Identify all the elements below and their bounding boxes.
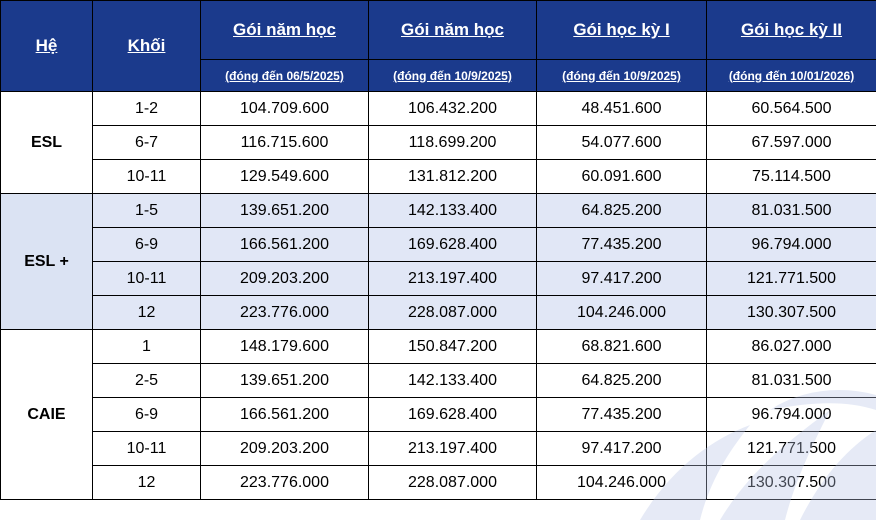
table-row: 10-11 209.203.200 213.197.400 97.417.200 121… [1, 261, 876, 296]
grade-cell: 10-11 [92, 261, 201, 296]
header-col-4-title: Gói học kỳ II [706, 0, 876, 60]
table-row: 6-7 116.715.600 118.699.200 54.077.600 67.59… [1, 125, 876, 160]
grade-cell: 1 [92, 329, 201, 364]
header-col-4-deadline: (đóng đến 10/01/2026) [706, 59, 876, 92]
program-name-esl: ESL [0, 91, 93, 194]
table-row: CAIE 1 148.179.600 150.847.200 68.821.600 86.… [0, 329, 876, 500]
header-col-1-title: Gói năm học [200, 0, 369, 60]
table-row: 6-9 166.561.200 169.628.400 77.435.200 96.79… [1, 397, 876, 432]
fee-cell: 75.114.500 [706, 159, 876, 194]
fee-cell: 48.451.600 [536, 91, 707, 126]
grade-cell: 10-11 [92, 159, 201, 194]
fee-cell: 169.628.400 [368, 227, 537, 262]
fee-cell: 81.031.500 [706, 193, 876, 228]
grade-cell: 2-5 [92, 363, 201, 398]
fee-cell: 129.549.600 [200, 159, 369, 194]
fee-cell: 81.031.500 [706, 363, 876, 398]
table-row: 2-5 139.651.200 142.133.400 64.825.200 81.03… [1, 363, 876, 398]
program-name-esl-plus: ESL + [0, 193, 93, 330]
fee-cell: 96.794.000 [706, 227, 876, 262]
fee-cell: 131.812.200 [368, 159, 537, 194]
fee-cell: 60.091.600 [536, 159, 707, 194]
grade-cell: 10-11 [92, 431, 201, 466]
header-col-3-deadline: (đóng đến 10/9/2025) [536, 59, 707, 92]
fee-cell: 228.087.000 [368, 465, 537, 500]
header-system: Hệ [0, 0, 93, 92]
fee-cell: 118.699.200 [368, 125, 537, 160]
table-row: 12 223.776.000 228.087.000 104.246.000 130.3… [1, 295, 876, 330]
fee-cell: 142.133.400 [368, 193, 537, 228]
grade-cell: 1-5 [92, 193, 201, 228]
fee-cell: 139.651.200 [200, 193, 369, 228]
fee-cell: 228.087.000 [368, 295, 537, 330]
table-row: 10-11 209.203.200 213.197.400 97.417.200 121… [1, 431, 876, 466]
grade-cell: 6-7 [92, 125, 201, 160]
fee-cell: 121.771.500 [706, 431, 876, 466]
fee-cell: 67.597.000 [706, 125, 876, 160]
fee-cell: 64.825.200 [536, 363, 707, 398]
table-row: ESL +1-5 139.651.200 142.133.400 64.825.200… [0, 193, 876, 330]
table-row: ESL 1-2 104.709.600 106.432.200 48.451.600 60… [0, 91, 876, 194]
fee-cell: 96.794.000 [706, 397, 876, 432]
fee-cell: 68.821.600 [536, 329, 707, 364]
fee-cell: 106.432.200 [368, 91, 537, 126]
fee-cell: 60.564.500 [706, 91, 876, 126]
fee-cell: 104.709.600 [200, 91, 369, 126]
table-row: 10-11 129.549.600 131.812.200 60.091.600 75.… [1, 159, 876, 194]
fee-cell: 223.776.000 [200, 295, 369, 330]
table-row: 6-9 166.561.200 169.628.400 77.435.200 96.79… [1, 227, 876, 262]
grade-cell: 12 [92, 295, 201, 330]
fee-cell: 209.203.200 [200, 431, 369, 466]
fee-cell: 150.847.200 [368, 329, 537, 364]
fee-cell: 77.435.200 [536, 227, 707, 262]
grade-cell: 6-9 [92, 227, 201, 262]
grade-cell: 1-2 [92, 91, 201, 126]
fee-cell: 139.651.200 [200, 363, 369, 398]
header-col-2-title: Gói năm học [368, 0, 537, 60]
grade-cell: 12 [92, 465, 201, 500]
fee-cell: 223.776.000 [200, 465, 369, 500]
fee-cell: 121.771.500 [706, 261, 876, 296]
fee-cell: 213.197.400 [368, 261, 537, 296]
fee-cell: 209.203.200 [200, 261, 369, 296]
fee-cell: 54.077.600 [536, 125, 707, 160]
fee-cell: 116.715.600 [200, 125, 369, 160]
table-body: ESL 1-2 104.709.600 106.432.200 48.451.600 60… [0, 91, 876, 500]
fee-cell: 77.435.200 [536, 397, 707, 432]
fee-cell: 64.825.200 [536, 193, 707, 228]
fee-cell: 166.561.200 [200, 227, 369, 262]
fee-cell: 142.133.400 [368, 363, 537, 398]
fee-cell: 169.628.400 [368, 397, 537, 432]
fee-cell: 97.417.200 [536, 261, 707, 296]
fee-cell: 104.246.000 [536, 295, 707, 330]
fee-cell: 97.417.200 [536, 431, 707, 466]
header-col-1-deadline: (đóng đến 06/5/2025) [200, 59, 369, 92]
fee-table: Hệ Khối Gói năm học Gói năm học Gói học … [0, 0, 876, 500]
fee-cell: 86.027.000 [706, 329, 876, 364]
header-grade: Khối [92, 0, 201, 92]
fee-cell: 130.307.500 [706, 465, 876, 500]
fee-cell: 130.307.500 [706, 295, 876, 330]
grade-cell: 6-9 [92, 397, 201, 432]
fee-cell: 148.179.600 [200, 329, 369, 364]
table-row: 12 223.776.000 228.087.000 104.246.000 130.3… [1, 465, 876, 500]
program-name-caie: CAIE [0, 329, 93, 500]
fee-cell: 213.197.400 [368, 431, 537, 466]
table-header: Hệ Khối Gói năm học Gói năm học Gói học … [0, 0, 876, 92]
fee-cell: 166.561.200 [200, 397, 369, 432]
fee-cell: 104.246.000 [536, 465, 707, 500]
header-col-2-deadline: (đóng đến 10/9/2025) [368, 59, 537, 92]
header-col-3-title: Gói học kỳ I [536, 0, 707, 60]
